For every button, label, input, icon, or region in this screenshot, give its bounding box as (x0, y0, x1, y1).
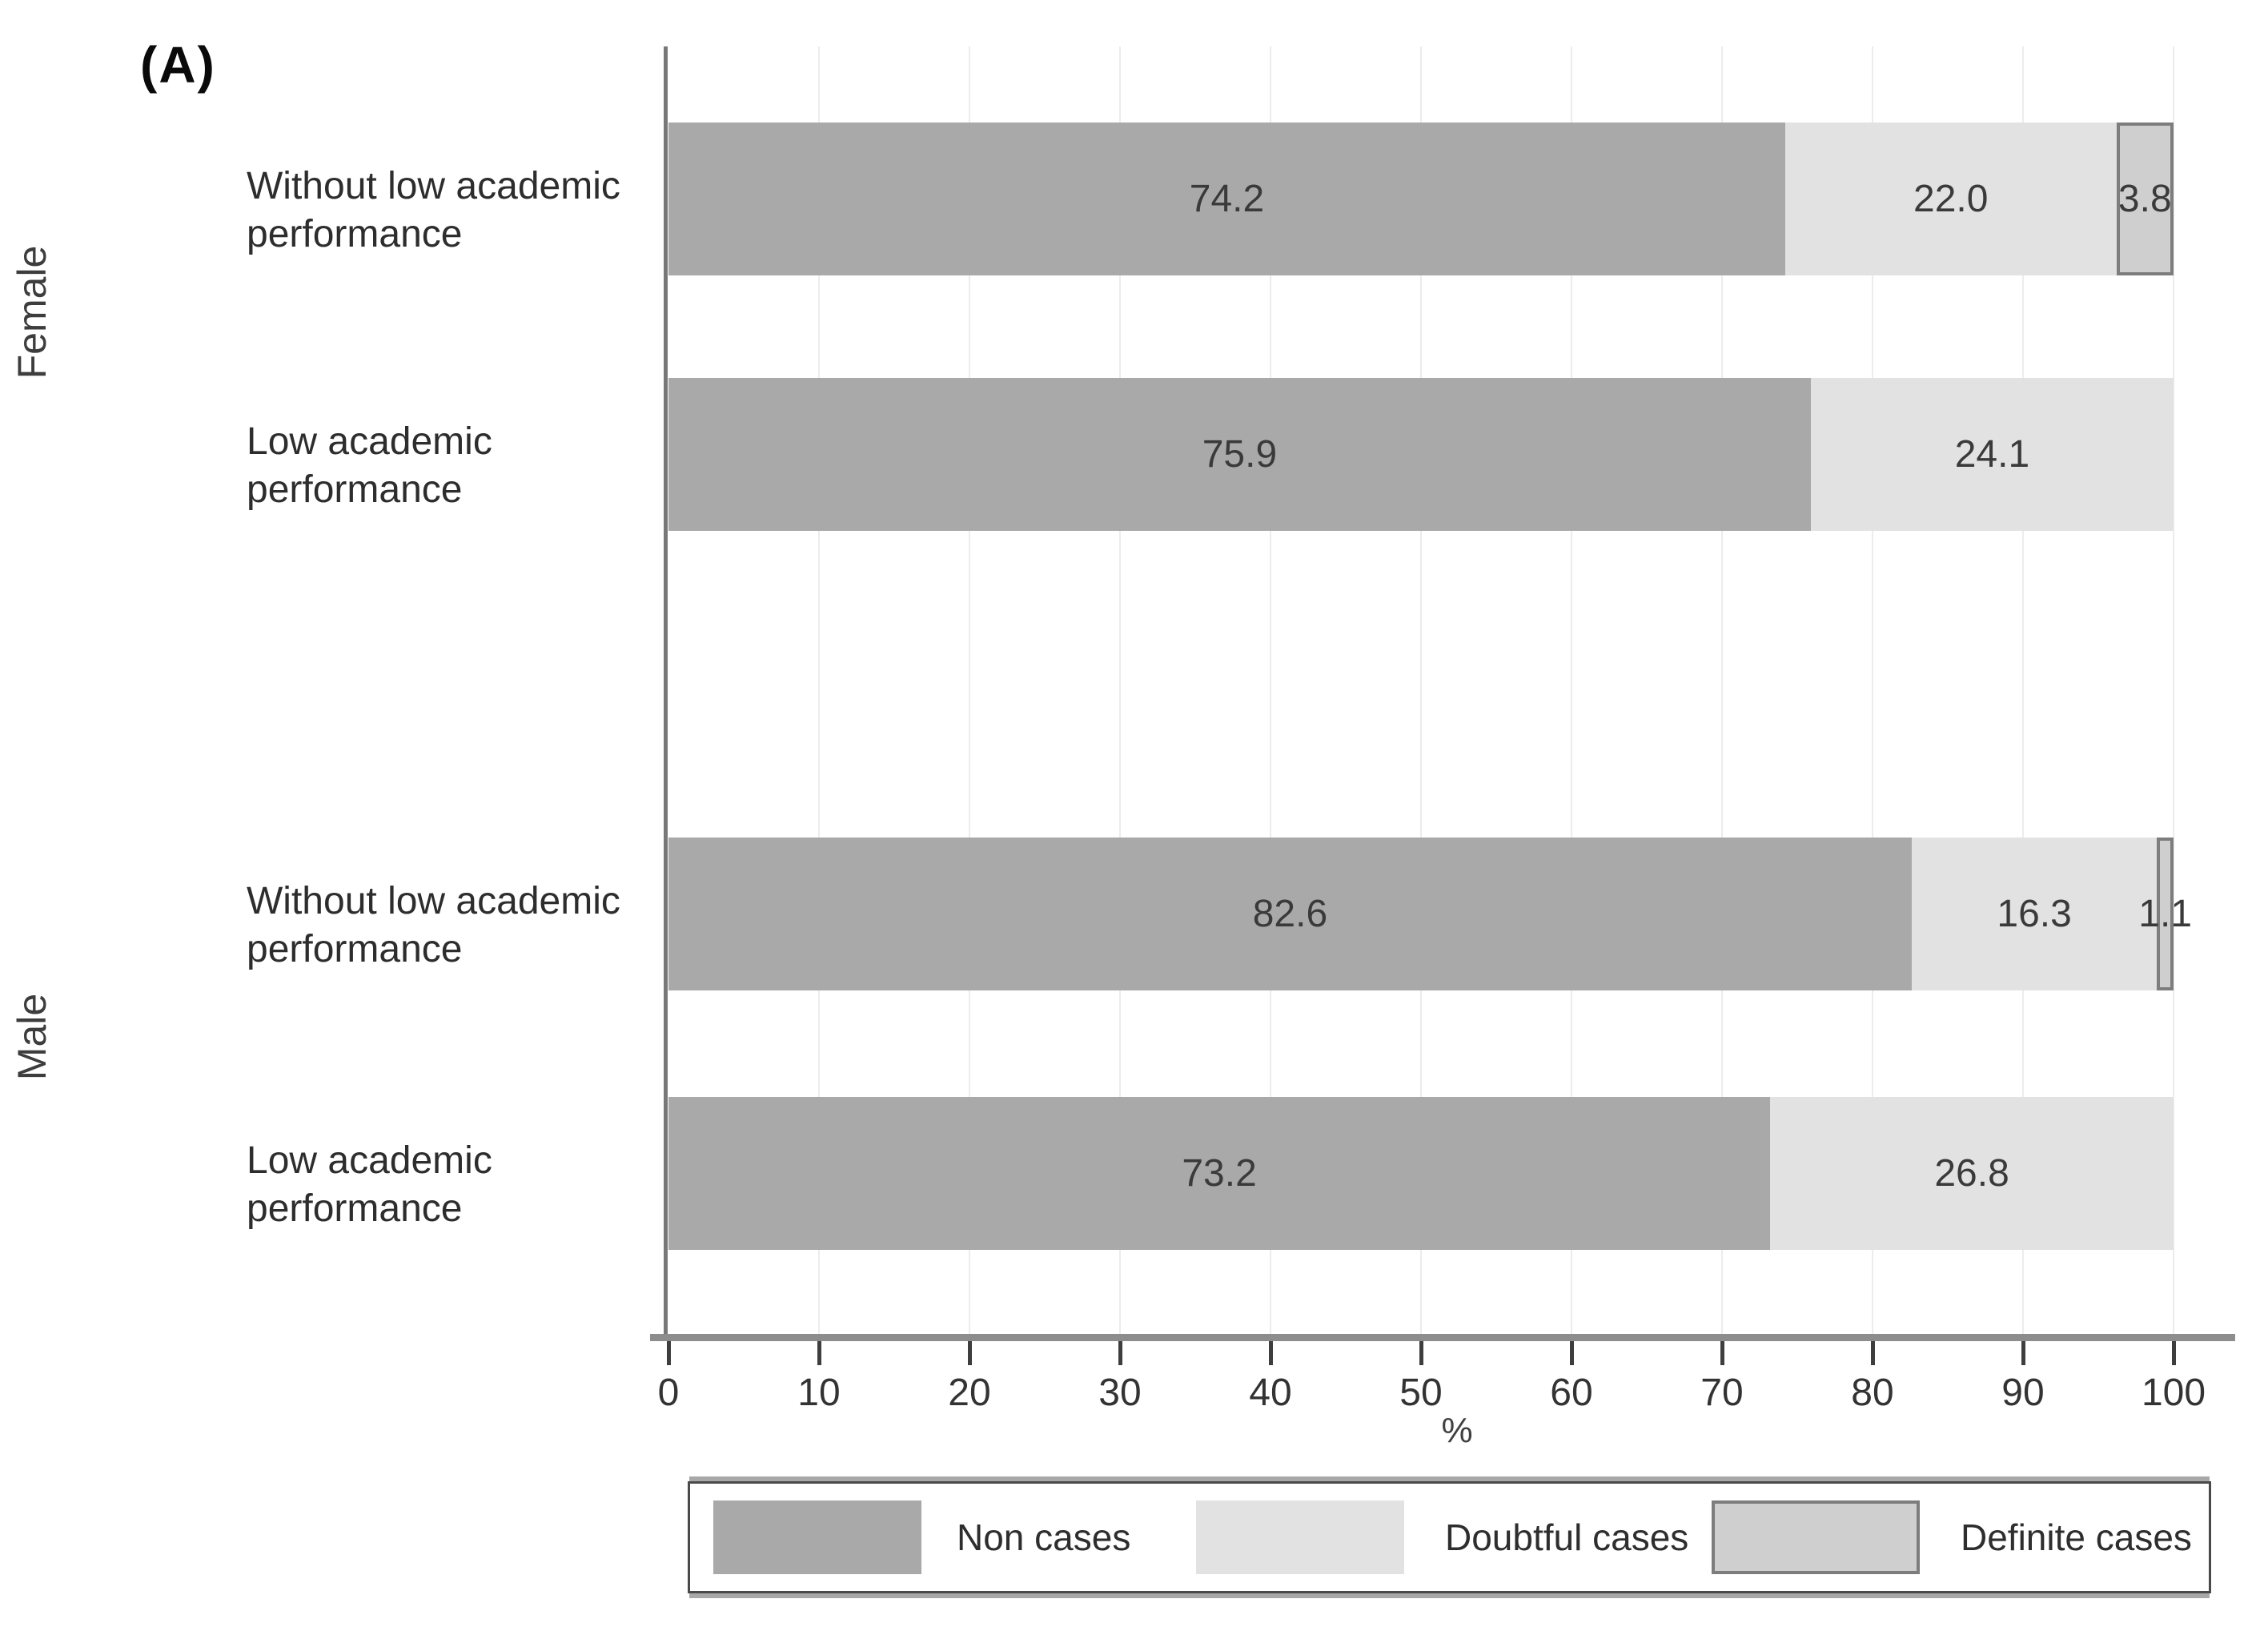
x-tick-label-0: 0 (657, 1372, 680, 1414)
x-axis-line (650, 1334, 2235, 1341)
category-label-line: Low academic (247, 1139, 492, 1182)
gridline-60 (1571, 46, 1572, 1336)
group-label-male: Male (10, 993, 54, 1081)
category-label-line: performance (247, 1187, 463, 1230)
x-tick-70 (1720, 1341, 1724, 1365)
bar-row: 82.6 16.3 1.1 (668, 838, 2192, 990)
legend-label-doubtful-cases: Doubtful cases (1445, 1517, 1689, 1558)
gridline-70 (1721, 46, 1723, 1336)
category-label-line: Low academic (247, 420, 492, 463)
category-label: Without low academic performance (247, 878, 727, 974)
panel-label: (A) (140, 36, 216, 94)
bar-segment-non-cases: 82.6 (668, 838, 1912, 990)
gridline-20 (969, 46, 970, 1336)
gridline-40 (1270, 46, 1271, 1336)
value-label: 75.9 (1202, 433, 1278, 476)
value-label: 22.0 (1913, 178, 1989, 220)
x-tick-20 (968, 1341, 972, 1365)
bar-segment-doubtful-cases: 16.3 (1911, 838, 2158, 990)
legend-swatch-doubtful-cases (1196, 1500, 1404, 1574)
value-label: 16.3 (1997, 893, 2072, 935)
y-axis-line (664, 46, 668, 1340)
category-label: Without low academic performance (247, 163, 727, 259)
value-label: 73.2 (1182, 1152, 1257, 1195)
x-tick-90 (2021, 1341, 2025, 1365)
legend-swatch-non-cases (713, 1500, 921, 1574)
category-label-line: performance (247, 468, 463, 511)
plot-area (668, 46, 2174, 1336)
group-label-female: Female (10, 245, 54, 380)
bar-segment-non-cases: 73.2 (668, 1097, 1771, 1250)
value-label: 74.2 (1189, 178, 1265, 220)
bar-segment-non-cases: 74.2 (668, 123, 1785, 275)
x-tick-label-70: 70 (1700, 1372, 1744, 1414)
bar-segment-definite-cases: 1.1 (2138, 838, 2192, 990)
x-tick-label-20: 20 (948, 1372, 991, 1414)
bar-segment-doubtful-cases: 22.0 (1784, 123, 2117, 275)
gridline-100 (2173, 46, 2174, 1336)
x-tick-0 (667, 1341, 671, 1365)
gridline-50 (1420, 46, 1422, 1336)
x-tick-10 (817, 1341, 821, 1365)
bar-segment-non-cases: 75.9 (668, 378, 1811, 531)
x-tick-label-10: 10 (797, 1372, 841, 1414)
bar-segment-doubtful-cases: 26.8 (1770, 1097, 2174, 1250)
x-tick-label-60: 60 (1550, 1372, 1593, 1414)
bar-segment-definite-cases: 3.8 (2116, 123, 2174, 275)
legend-label-definite-cases: Definite cases (1961, 1517, 2192, 1558)
category-label: Low academic performance (247, 418, 727, 514)
x-tick-80 (1871, 1341, 1875, 1365)
x-tick-label-90: 90 (2001, 1372, 2045, 1414)
bar-row: 74.2 22.0 3.8 (668, 123, 2174, 275)
gridline-10 (818, 46, 820, 1336)
category-label-line: Without low academic (247, 879, 620, 922)
category-label-line: performance (247, 212, 463, 255)
x-axis-label: % (1441, 1411, 1473, 1450)
value-label: 1.1 (2138, 893, 2193, 935)
x-tick-label-50: 50 (1399, 1372, 1443, 1414)
x-tick-label-80: 80 (1851, 1372, 1894, 1414)
x-tick-label-100: 100 (2141, 1372, 2206, 1414)
gridline-80 (1872, 46, 1873, 1336)
category-label-line: Without low academic (247, 164, 620, 207)
value-label: 3.8 (2117, 178, 2172, 220)
x-tick-label-30: 30 (1098, 1372, 1142, 1414)
bar-row: 75.9 24.1 (668, 378, 2174, 531)
bar-segment-doubtful-cases: 24.1 (1810, 378, 2174, 531)
x-tick-40 (1269, 1341, 1273, 1365)
value-label: 82.6 (1252, 893, 1328, 935)
x-tick-30 (1118, 1341, 1122, 1365)
category-label: Low academic performance (247, 1137, 727, 1233)
value-label: 24.1 (1954, 433, 2030, 476)
value-label: 26.8 (1934, 1152, 2009, 1195)
x-tick-50 (1419, 1341, 1423, 1365)
bar-row: 73.2 26.8 (668, 1097, 2174, 1250)
x-tick-60 (1570, 1341, 1574, 1365)
legend-swatch-definite-cases (1712, 1500, 1920, 1574)
x-tick-100 (2172, 1341, 2176, 1365)
legend: Non cases Doubtful cases Definite cases (688, 1481, 2211, 1593)
x-tick-label-40: 40 (1249, 1372, 1292, 1414)
gridline-90 (2022, 46, 2024, 1336)
gridline-30 (1119, 46, 1121, 1336)
category-label-line: performance (247, 927, 463, 970)
legend-label-non-cases: Non cases (957, 1517, 1131, 1558)
